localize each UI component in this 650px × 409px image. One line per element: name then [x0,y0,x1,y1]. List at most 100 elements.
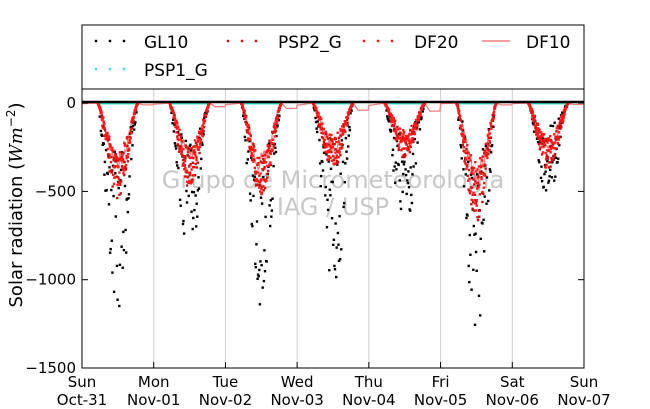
data-point [324,144,327,148]
data-point [262,178,265,181]
data-point [246,125,249,128]
data-point [539,146,542,149]
data-point [549,161,552,164]
x-tick-label-4-day: Thu [354,373,383,391]
data-point [473,209,476,213]
data-point [471,193,474,197]
data-point [548,149,551,152]
data-point [419,117,423,121]
data-point [333,264,336,268]
data-point [464,156,467,159]
data-point [406,145,410,149]
data-point [259,196,263,199]
data-point [266,143,269,147]
data-point [390,129,393,132]
data-point [279,102,283,105]
watermark: Grupo de Micrometeorologia IAG / USP [162,166,504,221]
data-point [468,280,471,284]
data-point [183,157,186,160]
data-point [461,144,464,147]
data-point [250,156,253,159]
data-point [541,140,544,143]
data-point [279,104,282,108]
data-point [475,199,478,202]
data-point [485,202,488,205]
data-point [252,194,255,198]
data-point [193,152,196,155]
data-point [173,117,177,121]
data-point [330,217,334,220]
data-point [475,170,478,173]
data-point [277,107,281,110]
data-point [324,185,327,189]
data-point [110,155,113,158]
data-point [199,132,202,135]
data-point [328,155,331,158]
data-point [488,139,491,143]
data-point [406,149,409,152]
legend-dot [108,67,112,71]
data-point [259,184,262,187]
data-point [100,118,104,122]
data-point [541,151,545,154]
series-df20 [96,102,570,212]
data-point [102,142,105,145]
data-point [561,111,564,114]
data-point [404,142,407,145]
legend: GL10 PSP2_G DF20 DF10 PSP1_G [81,24,585,90]
data-point [242,114,245,118]
data-point [190,147,193,150]
data-point [185,180,189,183]
data-point [555,130,558,133]
data-point [480,177,483,181]
data-point [177,145,180,148]
data-point [385,103,388,107]
data-point [407,148,411,151]
data-point [195,202,198,205]
data-point [533,114,536,118]
data-point [484,144,488,148]
data-point [120,157,123,160]
data-point [188,179,191,183]
data-point [550,157,553,160]
data-point [260,191,264,194]
data-point [313,105,317,108]
data-point [404,168,407,171]
data-point [349,105,353,109]
data-point [249,146,252,149]
data-point [333,136,337,140]
data-point [409,142,412,145]
data-point [269,161,272,164]
data-point [409,209,412,212]
data-point [253,175,256,178]
data-point [537,137,540,140]
data-point [414,122,418,125]
data-point [182,232,186,235]
data-point [472,191,475,195]
data-point [330,150,333,154]
data-point [396,144,399,148]
data-point [548,145,551,148]
data-point [123,184,127,188]
data-point [103,126,106,130]
data-point [173,115,176,118]
data-point [251,225,254,228]
data-point [345,150,348,153]
data-point [324,130,327,133]
data-point [466,174,469,178]
data-point [348,126,351,129]
data-point [117,181,120,184]
data-point [109,144,112,147]
data-point [176,164,179,167]
data-point [469,253,472,256]
data-point [245,161,248,165]
data-point [484,167,487,170]
data-point [329,146,333,150]
data-point [275,126,278,129]
data-point [337,140,341,143]
data-point [551,143,554,146]
data-point [105,189,108,192]
data-point [476,184,480,187]
data-point [198,151,201,155]
legend-dot [94,67,98,71]
